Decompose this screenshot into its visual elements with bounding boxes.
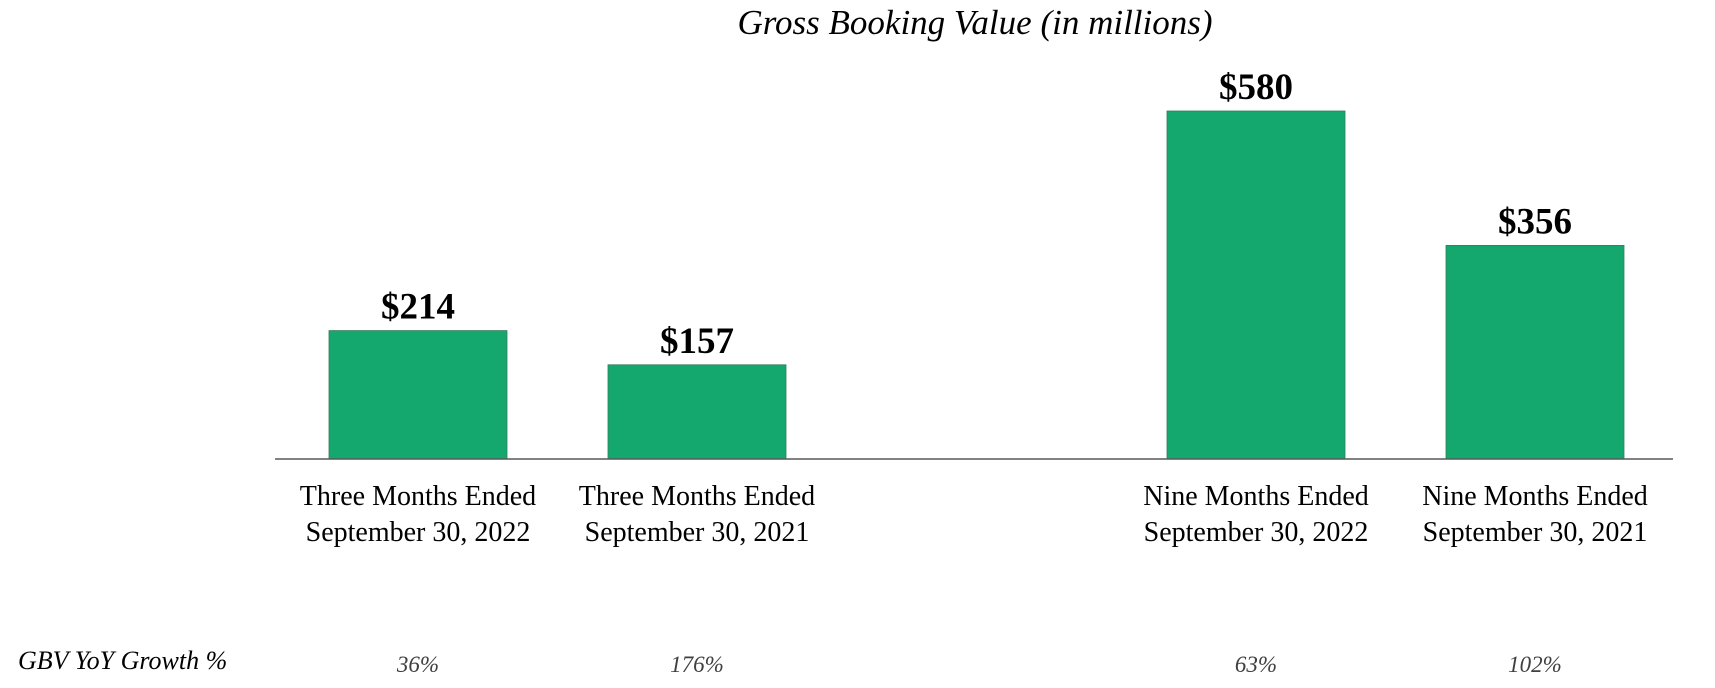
growth-value: 63%: [1235, 652, 1277, 677]
bar-value-label: $157: [660, 321, 734, 362]
category-tick-label: Three Months Ended: [300, 481, 536, 512]
bar: [328, 330, 508, 460]
category-tick-label: September 30, 2021: [585, 517, 810, 548]
growth-value: 102%: [1508, 652, 1562, 677]
bar-value-label: $356: [1498, 201, 1572, 242]
category-tick-label: September 30, 2021: [1423, 517, 1648, 548]
category-tick-label: Three Months Ended: [579, 481, 815, 512]
bar: [1445, 244, 1625, 460]
growth-value: 36%: [396, 652, 439, 677]
category-tick-label: September 30, 2022: [306, 517, 531, 548]
growth-value: 176%: [670, 652, 724, 677]
category-tick-label: September 30, 2022: [1144, 517, 1369, 548]
category-tick-label: Nine Months Ended: [1143, 481, 1369, 512]
bar-value-label: $580: [1219, 67, 1293, 108]
growth-row-label: GBV YoY Growth %: [18, 646, 227, 675]
bars-group: $214 $157 $580 $356: [328, 67, 1625, 460]
growth-values: 36% 176% 63% 102%: [396, 652, 1562, 677]
category-tick-label: Nine Months Ended: [1422, 481, 1648, 512]
category-labels: Three Months Ended September 30, 2022 Thre…: [300, 481, 1648, 548]
chart-title: Gross Booking Value (in millions): [737, 3, 1212, 42]
bar: [607, 364, 787, 460]
bar-value-label: $214: [381, 287, 455, 328]
bar: [1166, 110, 1346, 460]
